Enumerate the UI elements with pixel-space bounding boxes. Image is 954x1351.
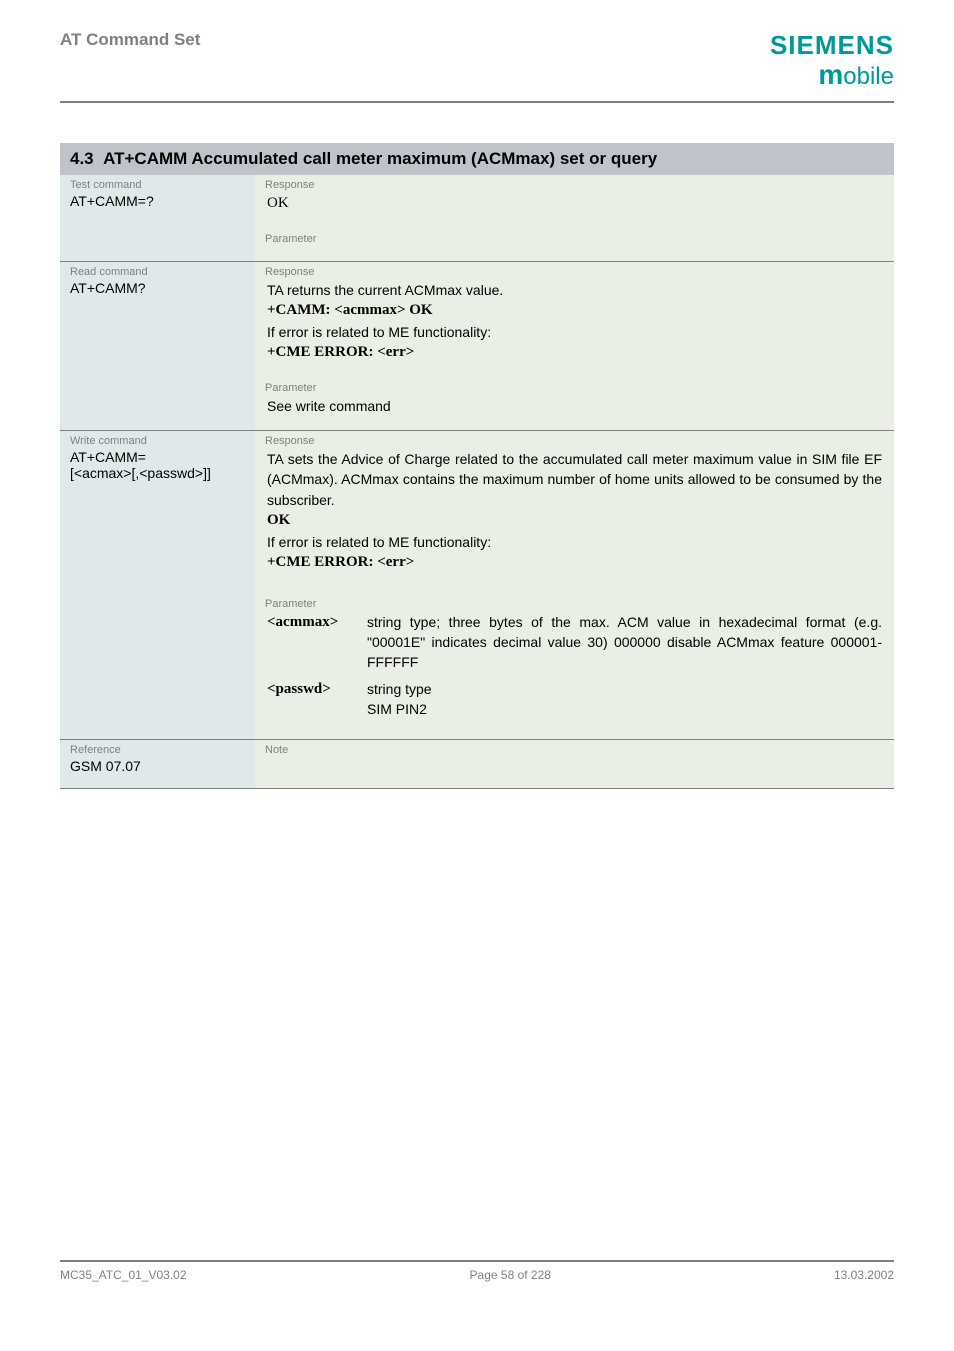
header-title: AT Command Set xyxy=(60,30,200,50)
test-cmd: AT+CAMM=? xyxy=(60,191,255,223)
read-line3: If error is related to ME functionality: xyxy=(267,322,882,342)
read-line2: +CAMM: <acmmax> OK xyxy=(267,300,882,322)
test-resp-label: Response xyxy=(255,175,894,191)
read-line4: +CME ERROR: <err> xyxy=(267,342,882,364)
param-val-passwd: string type xyxy=(367,679,432,699)
page-header: AT Command Set SIEMENS mobile xyxy=(60,0,894,101)
ref-label: Reference xyxy=(60,740,255,756)
test-ok: OK xyxy=(267,193,882,215)
read-line5: See write command xyxy=(267,396,882,416)
read-resp-label: Response xyxy=(255,262,894,278)
write-cmd: AT+CAMM= [<acmax>[,<passwd>]] xyxy=(60,447,255,495)
test-label: Test command xyxy=(60,175,255,191)
write-resp-label: Response xyxy=(255,431,894,447)
param-row-passwd: <passwd> string type SIM PIN2 xyxy=(267,679,882,720)
read-cmd: AT+CAMM? xyxy=(60,278,255,310)
read-label: Read command xyxy=(60,262,255,278)
read-line1: TA returns the current ACMmax value. xyxy=(267,280,882,300)
logo-mobile: mobile xyxy=(770,59,894,91)
ref-val: GSM 07.07 xyxy=(60,756,255,788)
test-param-label: Parameter xyxy=(255,229,894,245)
param-val-acmmax: string type; three bytes of the max. ACM… xyxy=(367,612,882,673)
command-table: Test command AT+CAMM=? Response OK Param… xyxy=(60,175,894,789)
write-line3: If error is related to ME functionality: xyxy=(267,532,882,552)
ref-note-label: Note xyxy=(255,740,894,756)
write-para1: TA sets the Advice of Charge related to … xyxy=(267,449,882,510)
page-footer: MC35_ATC_01_V03.02 Page 58 of 228 13.03.… xyxy=(60,1260,894,1282)
param-row-acmmax: <acmmax> string type; three bytes of the… xyxy=(267,612,882,673)
param-val-passwd2: SIM PIN2 xyxy=(367,699,432,719)
write-label: Write command xyxy=(60,431,255,447)
write-line4: +CME ERROR: <err> xyxy=(267,552,882,574)
read-param-label: Parameter xyxy=(255,378,894,394)
header-rule xyxy=(60,101,894,103)
write-param-label: Parameter xyxy=(255,588,894,610)
logo-siemens: SIEMENS xyxy=(770,30,894,61)
footer-center: Page 58 of 228 xyxy=(470,1268,551,1282)
section-heading: 4.3 AT+CAMM Accumulated call meter maxim… xyxy=(60,143,894,175)
footer-right: 13.03.2002 xyxy=(834,1268,894,1282)
param-key-acmmax: <acmmax> xyxy=(267,612,353,673)
write-ok: OK xyxy=(267,510,882,532)
footer-rule xyxy=(60,1260,894,1262)
siemens-logo: SIEMENS mobile xyxy=(770,30,894,91)
footer-left: MC35_ATC_01_V03.02 xyxy=(60,1268,187,1282)
param-key-passwd: <passwd> xyxy=(267,679,353,720)
